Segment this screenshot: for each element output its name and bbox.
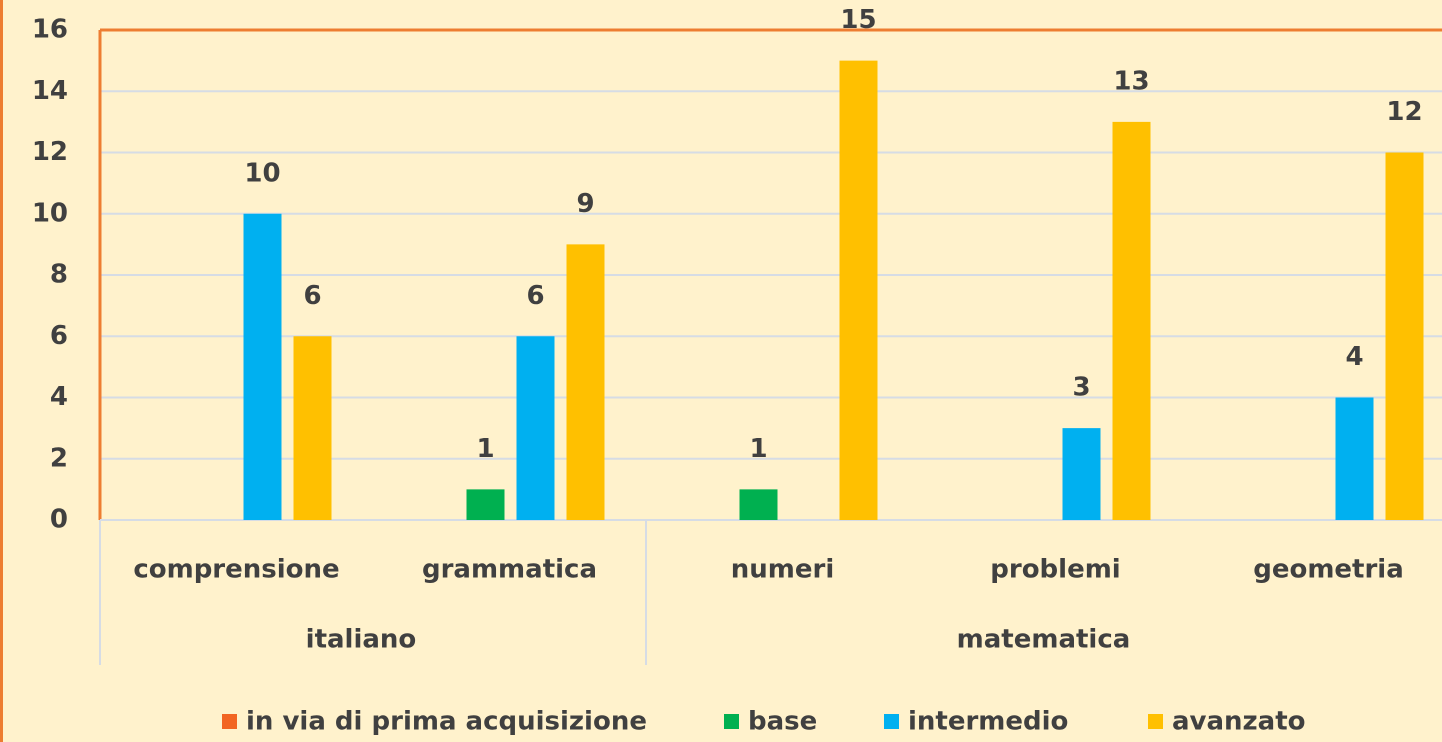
data-label: 9	[576, 189, 594, 219]
data-label: 1	[476, 434, 494, 464]
x-tick-label: grammatica	[422, 555, 597, 585]
y-tick-label: 16	[32, 15, 68, 45]
y-tick-label: 8	[50, 260, 68, 290]
legend-label: base	[748, 707, 817, 737]
x-tick-label: problemi	[990, 555, 1120, 585]
legend-swatch	[222, 714, 237, 729]
bar	[243, 213, 282, 520]
group-label: matematica	[957, 625, 1131, 655]
data-label: 6	[526, 281, 544, 311]
y-tick-label: 10	[32, 198, 68, 228]
data-label: 4	[1345, 342, 1363, 372]
y-tick-label: 12	[32, 137, 68, 167]
data-label: 10	[244, 158, 280, 188]
legend-swatch	[884, 714, 899, 729]
legend-label: avanzato	[1172, 707, 1306, 737]
bar	[566, 244, 605, 520]
y-tick-label: 6	[50, 321, 68, 351]
data-label: 12	[1386, 97, 1422, 127]
y-tick-label: 4	[50, 382, 68, 412]
data-label: 15	[840, 5, 876, 35]
legend-label: intermedio	[908, 707, 1068, 737]
bar	[739, 489, 778, 520]
y-tick-label: 0	[50, 505, 68, 535]
data-label: 6	[303, 281, 321, 311]
data-label: 13	[1113, 66, 1149, 96]
bar	[516, 336, 555, 520]
x-tick-label: numeri	[731, 555, 834, 585]
bar	[293, 336, 332, 520]
x-tick-label: geometria	[1253, 555, 1404, 585]
bar	[1335, 397, 1374, 520]
data-label: 1	[749, 434, 767, 464]
bar	[839, 60, 878, 520]
group-label: italiano	[306, 625, 417, 655]
bar	[1385, 152, 1424, 520]
bar	[1112, 121, 1151, 520]
data-label: 3	[1072, 373, 1090, 403]
legend-label: in via di prima acquisizione	[246, 707, 647, 737]
legend-swatch	[1148, 714, 1163, 729]
legend-swatch	[724, 714, 739, 729]
x-tick-label: comprensione	[133, 555, 339, 585]
y-tick-label: 14	[32, 76, 68, 106]
bar	[1062, 428, 1101, 520]
bar	[466, 489, 505, 520]
y-tick-label: 2	[50, 443, 68, 473]
